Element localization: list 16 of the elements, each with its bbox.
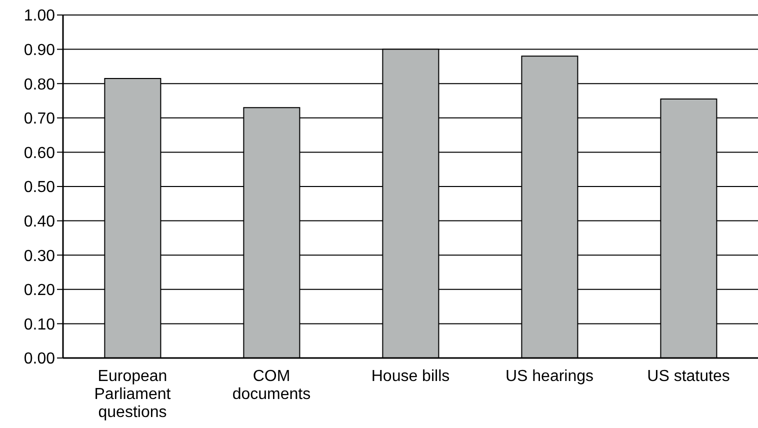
- x-tick-label: European Parliament questions: [94, 368, 172, 421]
- y-tick-label: 0.70: [24, 110, 56, 128]
- y-tick-label: 0.80: [24, 76, 56, 94]
- x-tick-label: COM documents: [232, 368, 311, 403]
- y-tick-label: 0.30: [24, 248, 56, 265]
- y-tick-label: 1.00: [24, 8, 56, 25]
- y-tick-label: 0.00: [24, 350, 56, 368]
- y-tick-label: 0.50: [24, 179, 56, 196]
- y-tick-label: 0.90: [24, 42, 56, 59]
- y-tick-label: 0.60: [24, 144, 56, 162]
- x-tick-label: US statutes: [647, 368, 730, 385]
- y-tick-label: 0.40: [24, 213, 56, 230]
- x-tick-label: US hearings: [505, 368, 594, 385]
- y-tick-label: 0.10: [24, 316, 56, 334]
- x-tick-label: House bills: [371, 368, 450, 385]
- y-tick-label: 0.20: [24, 282, 56, 300]
